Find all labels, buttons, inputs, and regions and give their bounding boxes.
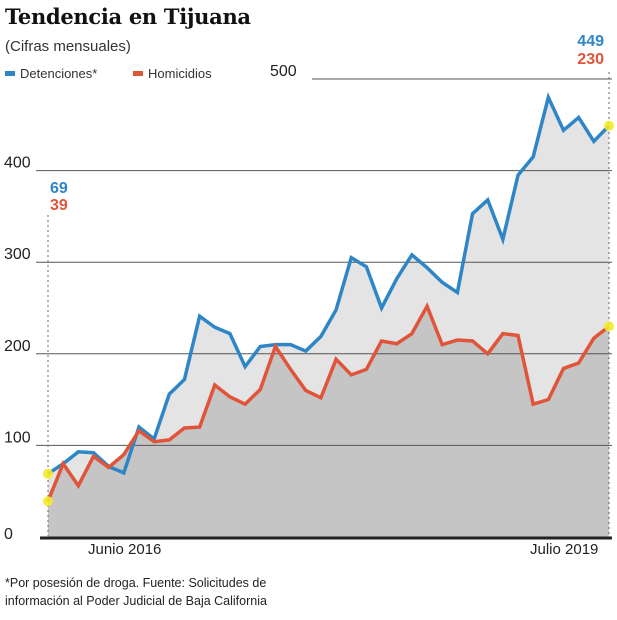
legend-item-detenciones: Detenciones* <box>5 66 97 81</box>
legend-label-homicidios: Homicidios <box>148 66 212 81</box>
footnote-line-2: información al Poder Judicial de Baja Ca… <box>5 594 267 608</box>
y-tick-500: 500 <box>270 63 297 80</box>
end-value-detenciones: 449 <box>577 33 604 50</box>
point-0-0 <box>43 468 53 479</box>
footnote-line-1: *Por posesión de droga. Fuente: Solicitu… <box>5 576 267 590</box>
start-value-detenciones: 69 <box>50 180 68 197</box>
legend-swatch-red <box>133 71 143 76</box>
chart-title: Tendencia en Tijuana <box>5 4 251 29</box>
start-value-homicidios: 39 <box>50 197 68 214</box>
y-tick-100: 100 <box>4 429 31 446</box>
x-label-end: Julio 2019 <box>530 541 599 558</box>
x-label-start: Junio 2016 <box>88 541 162 558</box>
area-1 <box>48 306 609 537</box>
legend-label-detenciones: Detenciones* <box>20 66 98 81</box>
chart-subtitle: (Cifras mensuales) <box>5 38 131 55</box>
point-0-37 <box>604 120 614 131</box>
y-tick-0: 0 <box>4 526 13 543</box>
line-series-1 <box>46 302 611 502</box>
point-1-37 <box>604 321 614 332</box>
line-series-0 <box>47 92 611 476</box>
legend-item-homicidios: Homicidios <box>133 66 212 81</box>
end-value-homicidios: 230 <box>577 51 604 68</box>
point-1-0 <box>43 496 53 507</box>
y-tick-400: 400 <box>4 155 31 172</box>
y-tick-200: 200 <box>4 338 31 355</box>
legend-swatch-blue <box>5 71 15 76</box>
y-tick-300: 300 <box>4 246 31 263</box>
